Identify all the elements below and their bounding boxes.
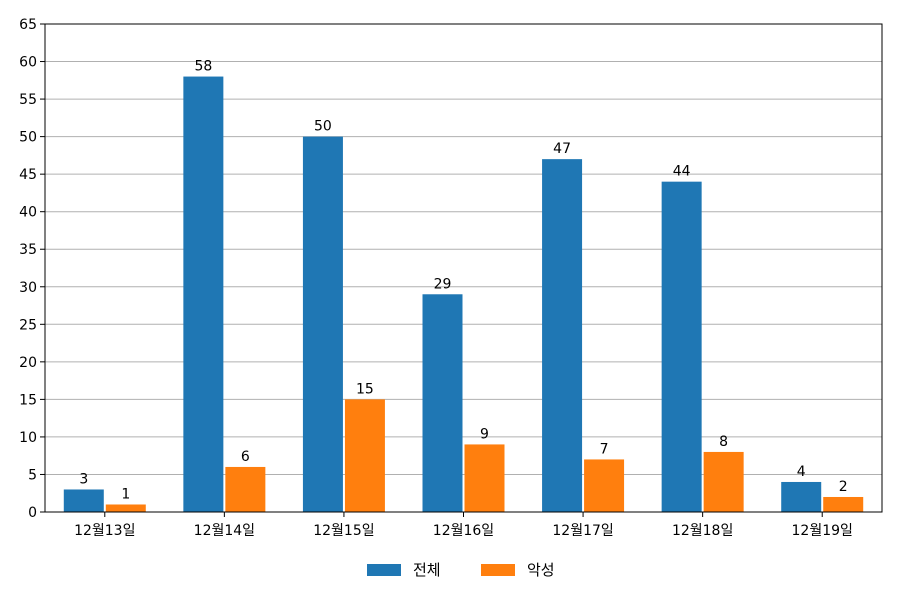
bar-total (63, 489, 104, 512)
data-label: 15 (356, 381, 374, 397)
y-tick-label: 10 (19, 430, 37, 446)
legend-label: 악성 (527, 561, 555, 579)
data-label: 9 (480, 426, 489, 442)
legend-swatch (481, 564, 515, 576)
y-tick-label: 40 (19, 205, 37, 221)
y-tick-label: 50 (19, 130, 37, 146)
bar-malicious (823, 496, 864, 512)
y-tick-label: 15 (19, 392, 37, 408)
y-tick-label: 35 (19, 242, 37, 258)
data-label: 3 (79, 471, 88, 487)
y-tick-label: 55 (19, 92, 37, 108)
bar-malicious (225, 466, 266, 512)
x-axis: 12월13일 12월14일 12월15일 12월16일 12월17일 12월18일 12월1… (74, 512, 853, 539)
y-tick-label: 0 (28, 505, 37, 521)
data-label: 50 (314, 119, 332, 135)
bar-malicious (105, 504, 146, 512)
bar-malicious (584, 459, 625, 512)
y-tick-label: 45 (19, 167, 37, 183)
y-tick-label: 5 (28, 467, 37, 483)
y-tick-label: 65 (19, 17, 37, 33)
bars (63, 76, 864, 513)
data-label: 7 (600, 441, 609, 457)
x-tick-label: 12월13일 (74, 523, 135, 539)
x-tick-label: 12월14일 (194, 523, 255, 539)
bar-malicious (344, 399, 385, 512)
bar-total (183, 76, 224, 513)
y-tick-label: 30 (19, 280, 37, 296)
data-label: 8 (719, 434, 728, 450)
x-tick-label: 12월15일 (313, 523, 374, 539)
plot-area-frame (44, 23, 883, 513)
y-axis: 0 5 10 15 20 25 30 35 40 45 50 55 60 65 (19, 17, 45, 521)
legend-swatch (367, 564, 401, 576)
bar-malicious (464, 444, 505, 512)
x-tick-label: 12월18일 (672, 523, 733, 539)
y-tick-label: 20 (19, 355, 37, 371)
legend-label: 전체 (413, 561, 441, 579)
data-label: 47 (553, 141, 571, 157)
data-label: 4 (797, 464, 806, 480)
x-tick-label: 12월16일 (433, 523, 494, 539)
bar-total (302, 136, 343, 512)
x-tick-label: 12월19일 (792, 523, 853, 539)
y-tick-label: 25 (19, 317, 37, 333)
bar-total (422, 294, 463, 512)
bar-total (661, 181, 702, 512)
data-label: 58 (194, 59, 212, 75)
bar-total (781, 481, 822, 512)
data-label: 6 (241, 449, 250, 465)
y-tick-label: 60 (19, 55, 37, 71)
grid-lines (45, 61, 882, 475)
data-label: 2 (839, 479, 848, 495)
data-label: 44 (673, 164, 691, 180)
x-tick-label: 12월17일 (552, 523, 613, 539)
legend: 전체 악성 (367, 561, 555, 579)
data-labels: 3 1 58 6 50 15 29 9 47 7 44 8 4 2 (79, 59, 847, 503)
bar-total (542, 159, 583, 512)
bar-malicious (703, 451, 744, 512)
data-label: 29 (434, 276, 452, 292)
data-label: 1 (121, 486, 130, 502)
